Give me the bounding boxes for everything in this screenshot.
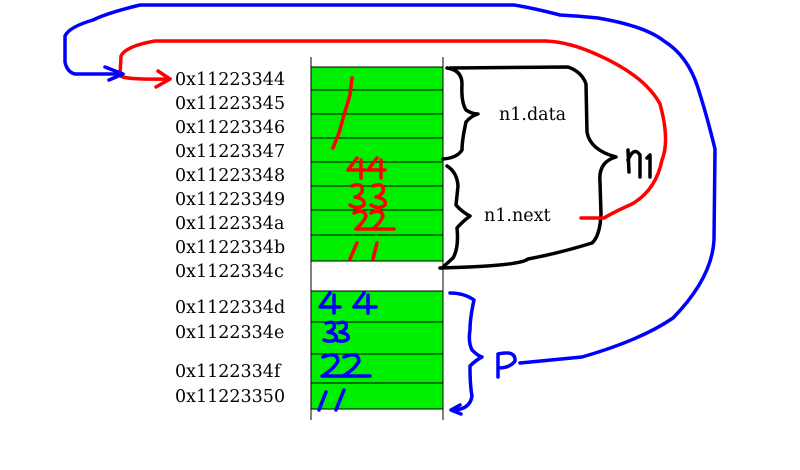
brace-n1-data [441,66,480,161]
address-label: 0x1122334c [175,262,284,282]
p-pointer-arrow [63,3,717,365]
memory-cell-empty [310,260,444,292]
brace-n1-next [440,164,472,270]
address-label: 0x11223348 [175,166,285,186]
p-byte-33 [322,320,351,344]
address-label: 0x11223347 [175,142,285,162]
address-label: 0x11223349 [175,190,285,210]
address-label: 0x1122334d [175,298,285,318]
n1-next-byte-11 [348,241,379,261]
address-labels: 0x11223344 0x11223345 0x11223346 0x11223… [175,70,285,407]
p-byte-44 [318,291,378,315]
n1-data-value-1 [331,76,354,150]
n1-data-label: n1.data [499,105,566,125]
n1-label [626,148,652,179]
n1-next-byte-22 [352,209,396,231]
n1-next-byte-33 [348,183,388,210]
n1-next-byte-44 [346,156,387,180]
p-bytes [317,291,378,412]
memory-block-n1 [310,66,444,262]
p-byte-11 [317,388,346,412]
p-byte-22 [320,353,372,378]
address-label: 0x11223344 [175,70,285,90]
brace-n1 [438,65,618,270]
n1-next-label: n1.next [484,206,551,226]
memory-block-n1-fill [310,66,444,262]
address-label: 0x1122334a [175,214,284,234]
brace-p [448,291,484,416]
n1-next-bytes [346,156,396,261]
address-label: 0x11223346 [175,118,285,138]
address-label: 0x11223350 [175,387,285,407]
address-label: 0x11223345 [175,94,285,114]
address-label: 0x1122334b [175,238,285,258]
p-label [496,351,517,379]
n1-next-pointer-arrow [118,39,668,220]
address-label: 0x1122334f [175,362,282,382]
address-label: 0x1122334e [175,323,284,343]
